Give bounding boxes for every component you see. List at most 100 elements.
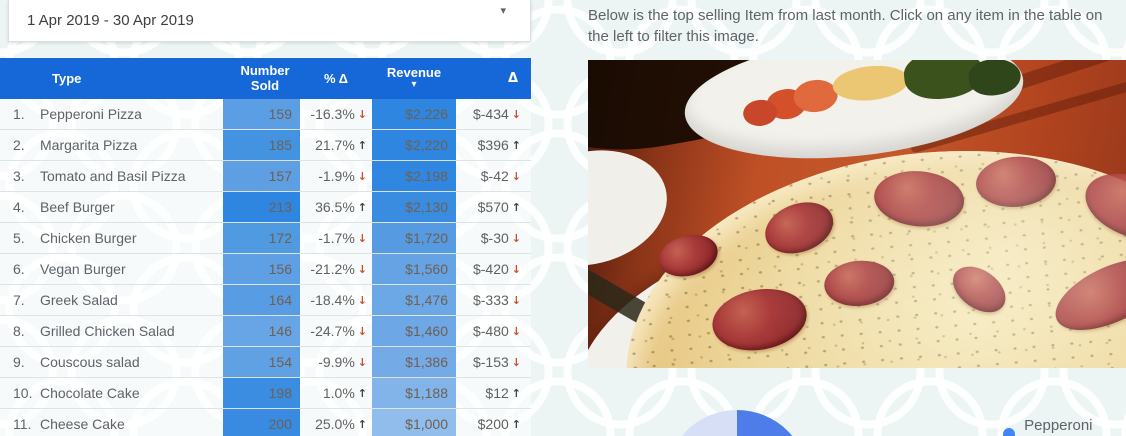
delta-cell: $200 ↑ xyxy=(477,416,521,432)
change-arrow-icon: ↑ xyxy=(511,138,521,152)
delta-cell: $-153 ↓ xyxy=(472,354,521,370)
top-selling-table: Type Number Sold % Δ Revenue ▾ Δ 1. Pepp… xyxy=(0,58,531,436)
change-arrow-icon: ↑ xyxy=(511,417,521,431)
row-type[interactable]: Grilled Chicken Salad xyxy=(40,323,175,339)
broccoli xyxy=(966,60,1023,98)
legend-label: Pepperoni Pizza xyxy=(1024,417,1093,436)
pie-chart[interactable] xyxy=(665,410,809,436)
row-type[interactable]: Cheese Cake xyxy=(40,416,125,432)
pct-change-cell: 21.7% ↑ xyxy=(315,137,367,153)
number-sold-cell: 157 xyxy=(223,161,300,191)
row-type[interactable]: Chicken Burger xyxy=(40,230,137,246)
pct-change-cell: 25.0% ↑ xyxy=(315,416,367,432)
dropdown-caret-icon[interactable]: ▾ xyxy=(500,4,506,17)
change-arrow-icon: ↑ xyxy=(357,386,367,400)
number-sold-cell: 164 xyxy=(223,285,300,315)
column-header-delta[interactable]: Δ xyxy=(507,71,518,86)
number-sold-cell: 146 xyxy=(223,316,300,346)
pct-change-cell: 36.5% ↑ xyxy=(315,199,367,215)
row-rank: 2. xyxy=(13,137,25,153)
row-rank: 11. xyxy=(13,416,32,432)
table-row[interactable]: 8. Grilled Chicken Salad 146 -24.7% ↓ $1… xyxy=(0,316,531,347)
row-rank: 3. xyxy=(13,168,25,184)
row-rank: 9. xyxy=(13,354,25,370)
delta-cell: $570 ↑ xyxy=(477,199,521,215)
change-arrow-icon: ↓ xyxy=(511,262,521,276)
row-type[interactable]: Couscous salad xyxy=(40,354,140,370)
number-sold-cell: 172 xyxy=(223,223,300,253)
table-row[interactable]: 4. Beef Burger 213 36.5% ↑ $2,130 $570 ↑ xyxy=(0,192,531,223)
description-text: Below is the top selling Item from last … xyxy=(588,7,1103,45)
revenue-cell: $2,220 xyxy=(372,130,456,160)
pepperoni-slice xyxy=(707,281,812,358)
delta-cell: $-420 ↓ xyxy=(472,261,521,277)
revenue-cell: $2,226 xyxy=(372,99,456,129)
pie-legend-item[interactable]: Pepperoni Pizza xyxy=(1003,417,1126,436)
delta-cell: $396 ↑ xyxy=(477,137,521,153)
pct-change-cell: -1.7% ↓ xyxy=(318,230,367,246)
pepperoni-slice xyxy=(822,257,897,309)
number-sold-cell: 154 xyxy=(223,347,300,377)
delta-cell: $-42 ↓ xyxy=(480,168,521,184)
pct-change-cell: -21.2% ↓ xyxy=(310,261,367,277)
row-rank: 7. xyxy=(13,292,25,308)
change-arrow-icon: ↓ xyxy=(511,355,521,369)
table-row[interactable]: 1. Pepperoni Pizza 159 -16.3% ↓ $2,226 $… xyxy=(0,99,531,130)
revenue-cell: $1,386 xyxy=(372,347,456,377)
table-header-row: Type Number Sold % Δ Revenue ▾ Δ xyxy=(0,58,531,99)
column-header-number-sold[interactable]: Number Sold xyxy=(240,62,290,93)
row-type[interactable]: Margarita Pizza xyxy=(40,137,138,153)
table-row[interactable]: 5. Chicken Burger 172 -1.7% ↓ $1,720 $-3… xyxy=(0,223,531,254)
change-arrow-icon: ↓ xyxy=(357,355,367,369)
column-header-pct-delta[interactable]: % Δ xyxy=(323,71,349,86)
pepperoni-slice xyxy=(1045,244,1126,345)
table-row[interactable]: 6. Vegan Burger 156 -21.2% ↓ $1,560 $-42… xyxy=(0,254,531,285)
date-range-picker[interactable]: 1 Apr 2019 - 30 Apr 2019 ▾ xyxy=(8,0,531,42)
table-body: 1. Pepperoni Pizza 159 -16.3% ↓ $2,226 $… xyxy=(0,99,531,436)
pepperoni-slice xyxy=(1076,161,1126,252)
revenue-cell: $1,000 xyxy=(372,409,456,436)
row-type[interactable]: Pepperoni Pizza xyxy=(40,106,142,122)
pepperoni-slice xyxy=(973,153,1059,211)
revenue-cell: $1,720 xyxy=(372,223,456,253)
table-row[interactable]: 11. Cheese Cake 200 25.0% ↑ $1,000 $200 … xyxy=(0,409,531,436)
column-header-type[interactable]: Type xyxy=(52,71,82,86)
row-type[interactable]: Chocolate Cake xyxy=(40,385,140,401)
table-row[interactable]: 9. Couscous salad 154 -9.9% ↓ $1,386 $-1… xyxy=(0,347,531,378)
pct-change-cell: 1.0% ↑ xyxy=(322,385,367,401)
row-rank: 5. xyxy=(13,230,25,246)
change-arrow-icon: ↓ xyxy=(511,231,521,245)
row-rank: 6. xyxy=(13,261,25,277)
table-row[interactable]: 3. Tomato and Basil Pizza 157 -1.9% ↓ $2… xyxy=(0,161,531,192)
pizza-photo xyxy=(588,60,1126,368)
row-type[interactable]: Vegan Burger xyxy=(40,261,126,277)
pct-change-cell: -16.3% ↓ xyxy=(310,106,367,122)
revenue-cell: $2,198 xyxy=(372,161,456,191)
pasta xyxy=(831,62,911,105)
change-arrow-icon: ↓ xyxy=(357,324,367,338)
table-row[interactable]: 10. Chocolate Cake 198 1.0% ↑ $1,188 $12… xyxy=(0,378,531,409)
change-arrow-icon: ↓ xyxy=(511,107,521,121)
delta-cell: $-434 ↓ xyxy=(472,106,521,122)
row-type[interactable]: Beef Burger xyxy=(40,199,115,215)
table-row[interactable]: 7. Greek Salad 164 -18.4% ↓ $1,476 $-333… xyxy=(0,285,531,316)
pepperoni-slice xyxy=(871,167,967,231)
revenue-cell: $1,188 xyxy=(372,378,456,408)
row-rank: 8. xyxy=(13,323,25,339)
column-header-revenue[interactable]: Revenue ▾ xyxy=(386,65,442,91)
row-type[interactable]: Tomato and Basil Pizza xyxy=(40,168,186,184)
revenue-cell: $1,560 xyxy=(372,254,456,284)
revenue-cell: $1,476 xyxy=(372,285,456,315)
table-row[interactable]: 2. Margarita Pizza 185 21.7% ↑ $2,220 $3… xyxy=(0,130,531,161)
pct-change-cell: -9.9% ↓ xyxy=(318,354,367,370)
number-sold-cell: 200 xyxy=(223,409,300,436)
row-type[interactable]: Greek Salad xyxy=(40,292,118,308)
change-arrow-icon: ↑ xyxy=(357,200,367,214)
row-rank: 4. xyxy=(13,199,25,215)
delta-cell: $12 ↑ xyxy=(485,385,521,401)
row-rank: 1. xyxy=(13,106,25,122)
pepperoni-pizza xyxy=(609,125,1126,368)
pct-change-cell: -24.7% ↓ xyxy=(310,323,367,339)
change-arrow-icon: ↓ xyxy=(357,262,367,276)
